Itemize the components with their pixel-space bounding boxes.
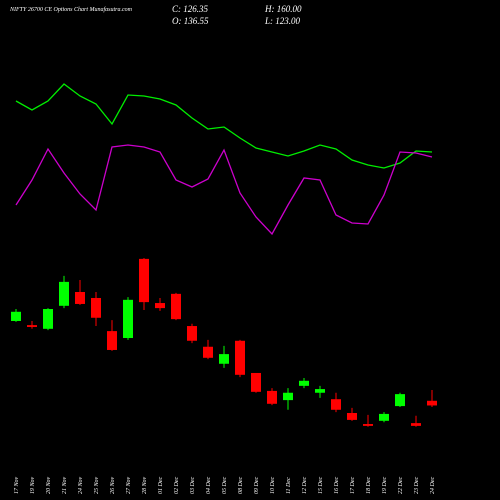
candle-body [411,423,421,426]
x-tick-label: 28 Nov [142,476,148,494]
x-tick-label: 11 Dec [286,477,292,494]
candle-body [107,331,117,350]
x-tick-label: 15 Dec [318,477,324,494]
x-tick-label: 16 Dec [334,477,340,494]
x-tick-label: 17 Nov [14,476,20,494]
x-tick-label: 03 Dec [190,477,196,494]
candle-body [91,297,101,318]
candle-body [203,346,213,358]
x-tick-label: 18 Dec [366,477,372,494]
high-label: H: 160.00 [264,4,302,14]
x-tick-label: 12 Dec [302,477,308,494]
x-tick-label: 27 Nov [126,476,132,494]
candle-body [331,399,341,410]
candle-body [315,389,325,393]
candle-body [155,303,165,309]
candle-body [27,325,37,327]
x-tick-label: 17 Dec [350,477,356,494]
candle-body [171,293,181,320]
x-tick-label: 24 Nov [77,476,84,494]
candle-body [427,400,437,406]
candle-body [347,412,357,420]
candle-body [299,380,309,386]
x-tick-label: 05 Dec [222,477,228,494]
candle-body [139,258,149,303]
candle-body [43,309,53,329]
x-tick-label: 09 Dec [254,477,260,494]
candle-body [363,424,373,426]
x-tick-label: 01 Dec [158,477,164,494]
x-tick-label: 23 Dec [414,477,420,494]
chart-title: NIFTY 26700 CE Options Chart Munafasutra… [9,6,133,13]
candle-body [395,394,405,407]
x-tick-label: 24 Dec [429,477,436,494]
indicator-line [15,83,433,169]
candle-body [59,281,69,306]
x-tick-label: 25 Nov [94,476,100,494]
x-tick-label: 08 Dec [238,477,244,494]
low-label: L: 123.00 [264,16,301,26]
x-tick-label: 19 Dec [382,477,388,494]
candle-body [379,413,389,421]
close-label: C: 126.35 [172,4,209,14]
x-tick-label: 10 Dec [270,477,276,494]
open-label: O: 136.55 [172,16,209,26]
candle-body [11,311,21,321]
candle-body [75,292,85,304]
candle-body [267,390,277,404]
indicator-line [15,144,433,236]
candle-body [219,354,229,364]
x-tick-label: 21 Nov [62,476,68,494]
candle-body [235,340,245,375]
x-tick-label: 20 Nov [46,476,52,494]
candle-body [283,392,293,401]
candle-body [187,326,197,341]
candle-body [251,372,261,392]
candle-body [123,299,133,339]
x-tick-label: 04 Dec [205,477,212,494]
x-tick-label: 02 Dec [174,477,180,494]
x-tick-label: 22 Dec [398,477,404,494]
x-tick-label: 19 Nov [30,476,36,494]
x-tick-label: 26 Nov [110,476,116,494]
